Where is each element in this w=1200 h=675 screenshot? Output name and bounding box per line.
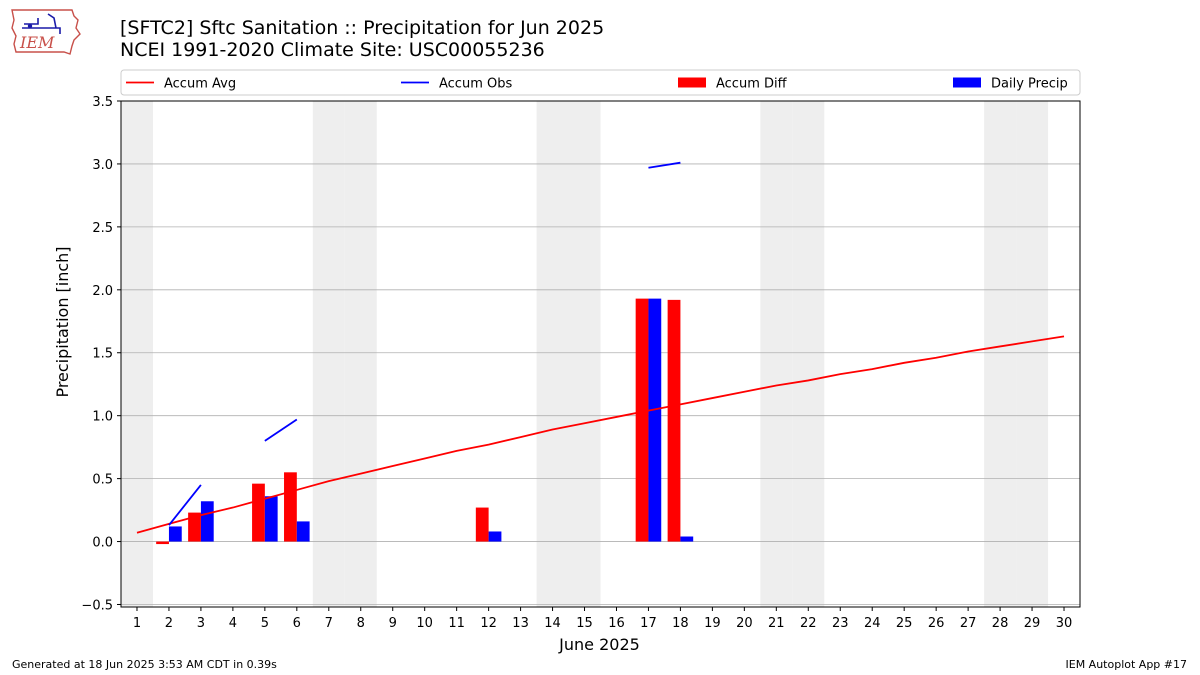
accum-diff-bar-day-5	[252, 483, 265, 542]
plot-frame	[120, 100, 1081, 608]
legend-swatch-4	[953, 77, 981, 88]
chart-title: [SFTC2] Sftc Sanitation :: Precipitation…	[120, 17, 604, 61]
legend-label-4: Daily Precip	[991, 77, 1068, 92]
legend-label-1: Accum Avg	[164, 77, 236, 92]
legend-box	[120, 69, 1081, 96]
chart-title-line2: NCEI 1991-2020 Climate Site: USC00055236	[120, 39, 545, 61]
x-tick-label-4: 4	[229, 616, 237, 631]
y-tick-label-5: 2.0	[92, 284, 113, 299]
daily-precip-bar-day-17	[648, 298, 662, 542]
iem-logo: IEM	[11, 9, 81, 55]
x-tick-label-18: 18	[672, 616, 689, 631]
daily-precip-bar-day-12	[488, 531, 502, 542]
legend-label-2: Accum Obs	[439, 77, 512, 92]
chart-title-line1: [SFTC2] Sftc Sanitation :: Precipitation…	[120, 17, 605, 39]
footer-generated-text: Generated at 18 Jun 2025 3:53 AM CDT in …	[12, 658, 277, 671]
x-tick-label-28: 28	[992, 616, 1009, 631]
legend-label-3: Accum Diff	[716, 77, 788, 92]
x-tick-label-29: 29	[1024, 616, 1041, 631]
daily-precip-bar-day-18	[680, 536, 694, 542]
y-tick-label-6: 2.5	[92, 221, 113, 236]
y-tick-label-1: 0.0	[92, 536, 113, 551]
x-tick-label-9: 9	[389, 616, 397, 631]
x-tick-label-26: 26	[928, 616, 945, 631]
accum-obs-segment-2	[264, 418, 298, 442]
x-tick-label-16: 16	[608, 616, 625, 631]
x-tick-label-12: 12	[480, 616, 497, 631]
x-tick-label-25: 25	[896, 616, 913, 631]
weekend-shade-day-1	[121, 101, 153, 607]
x-tick-label-8: 8	[357, 616, 365, 631]
weekend-shade-day-29	[1016, 101, 1049, 607]
y-tick-label-2: 0.5	[92, 473, 113, 488]
legend-swatch-3	[678, 77, 706, 88]
daily-precip-bar-day-5	[264, 496, 278, 542]
footer-app-label: IEM Autoplot App #17	[1065, 658, 1188, 671]
daily-precip-bar-day-6	[296, 521, 310, 542]
weekend-shade-day-14	[536, 101, 569, 607]
weekend-shade-day-7	[312, 101, 345, 607]
weekend-shade-day-28	[984, 101, 1017, 607]
weekend-shade-day-15	[568, 101, 601, 607]
y-tick-label-3: 1.0	[92, 410, 113, 425]
x-tick-label-22: 22	[800, 616, 817, 631]
accum-diff-bar-day-18	[667, 299, 681, 542]
x-tick-label-15: 15	[576, 616, 593, 631]
accum-obs-segment-1	[168, 484, 202, 526]
weekend-shade-day-21	[760, 101, 793, 607]
x-tick-label-20: 20	[736, 616, 753, 631]
iowa-state-outline-icon	[11, 9, 81, 55]
daily-precip-bar-day-3	[200, 501, 214, 542]
x-tick-label-7: 7	[325, 616, 333, 631]
x-tick-label-23: 23	[832, 616, 849, 631]
x-tick-label-14: 14	[544, 616, 561, 631]
x-tick-label-17: 17	[640, 616, 657, 631]
weekend-shade-day-8	[344, 101, 377, 607]
daily-precip-bar-day-2	[168, 526, 182, 542]
x-tick-label-2: 2	[165, 616, 173, 631]
x-tick-label-13: 13	[512, 616, 529, 631]
x-tick-label-5: 5	[261, 616, 269, 631]
weekend-shade-day-22	[792, 101, 825, 607]
x-tick-label-10: 10	[416, 616, 433, 631]
x-tick-label-27: 27	[960, 616, 977, 631]
x-tick-label-11: 11	[448, 616, 465, 631]
x-tick-label-21: 21	[768, 616, 785, 631]
accum-diff-bar-day-17	[635, 298, 649, 542]
accum-diff-bar-day-6	[284, 472, 297, 542]
accum-diff-bar-day-2	[156, 541, 169, 545]
accum-diff-bar-day-12	[475, 507, 489, 542]
x-tick-label-1: 1	[133, 616, 141, 631]
y-tick-label-8: 3.5	[92, 95, 113, 110]
x-tick-label-24: 24	[864, 616, 881, 631]
y-tick-label-7: 3.0	[92, 158, 113, 173]
y-axis-label: Precipitation [inch]	[53, 246, 72, 397]
x-tick-label-6: 6	[293, 616, 301, 631]
x-tick-label-30: 30	[1056, 616, 1073, 631]
accum-obs-segment-3	[648, 161, 681, 169]
accum-diff-bar-day-3	[188, 512, 201, 542]
x-tick-label-3: 3	[197, 616, 205, 631]
x-axis-label: June 2025	[558, 635, 640, 654]
y-tick-label-4: 1.5	[92, 347, 113, 362]
logo-text: IEM	[19, 33, 55, 52]
x-tick-label-19: 19	[704, 616, 721, 631]
accum-avg-line	[136, 335, 1065, 534]
y-tick-label-0: −0.5	[81, 598, 113, 613]
